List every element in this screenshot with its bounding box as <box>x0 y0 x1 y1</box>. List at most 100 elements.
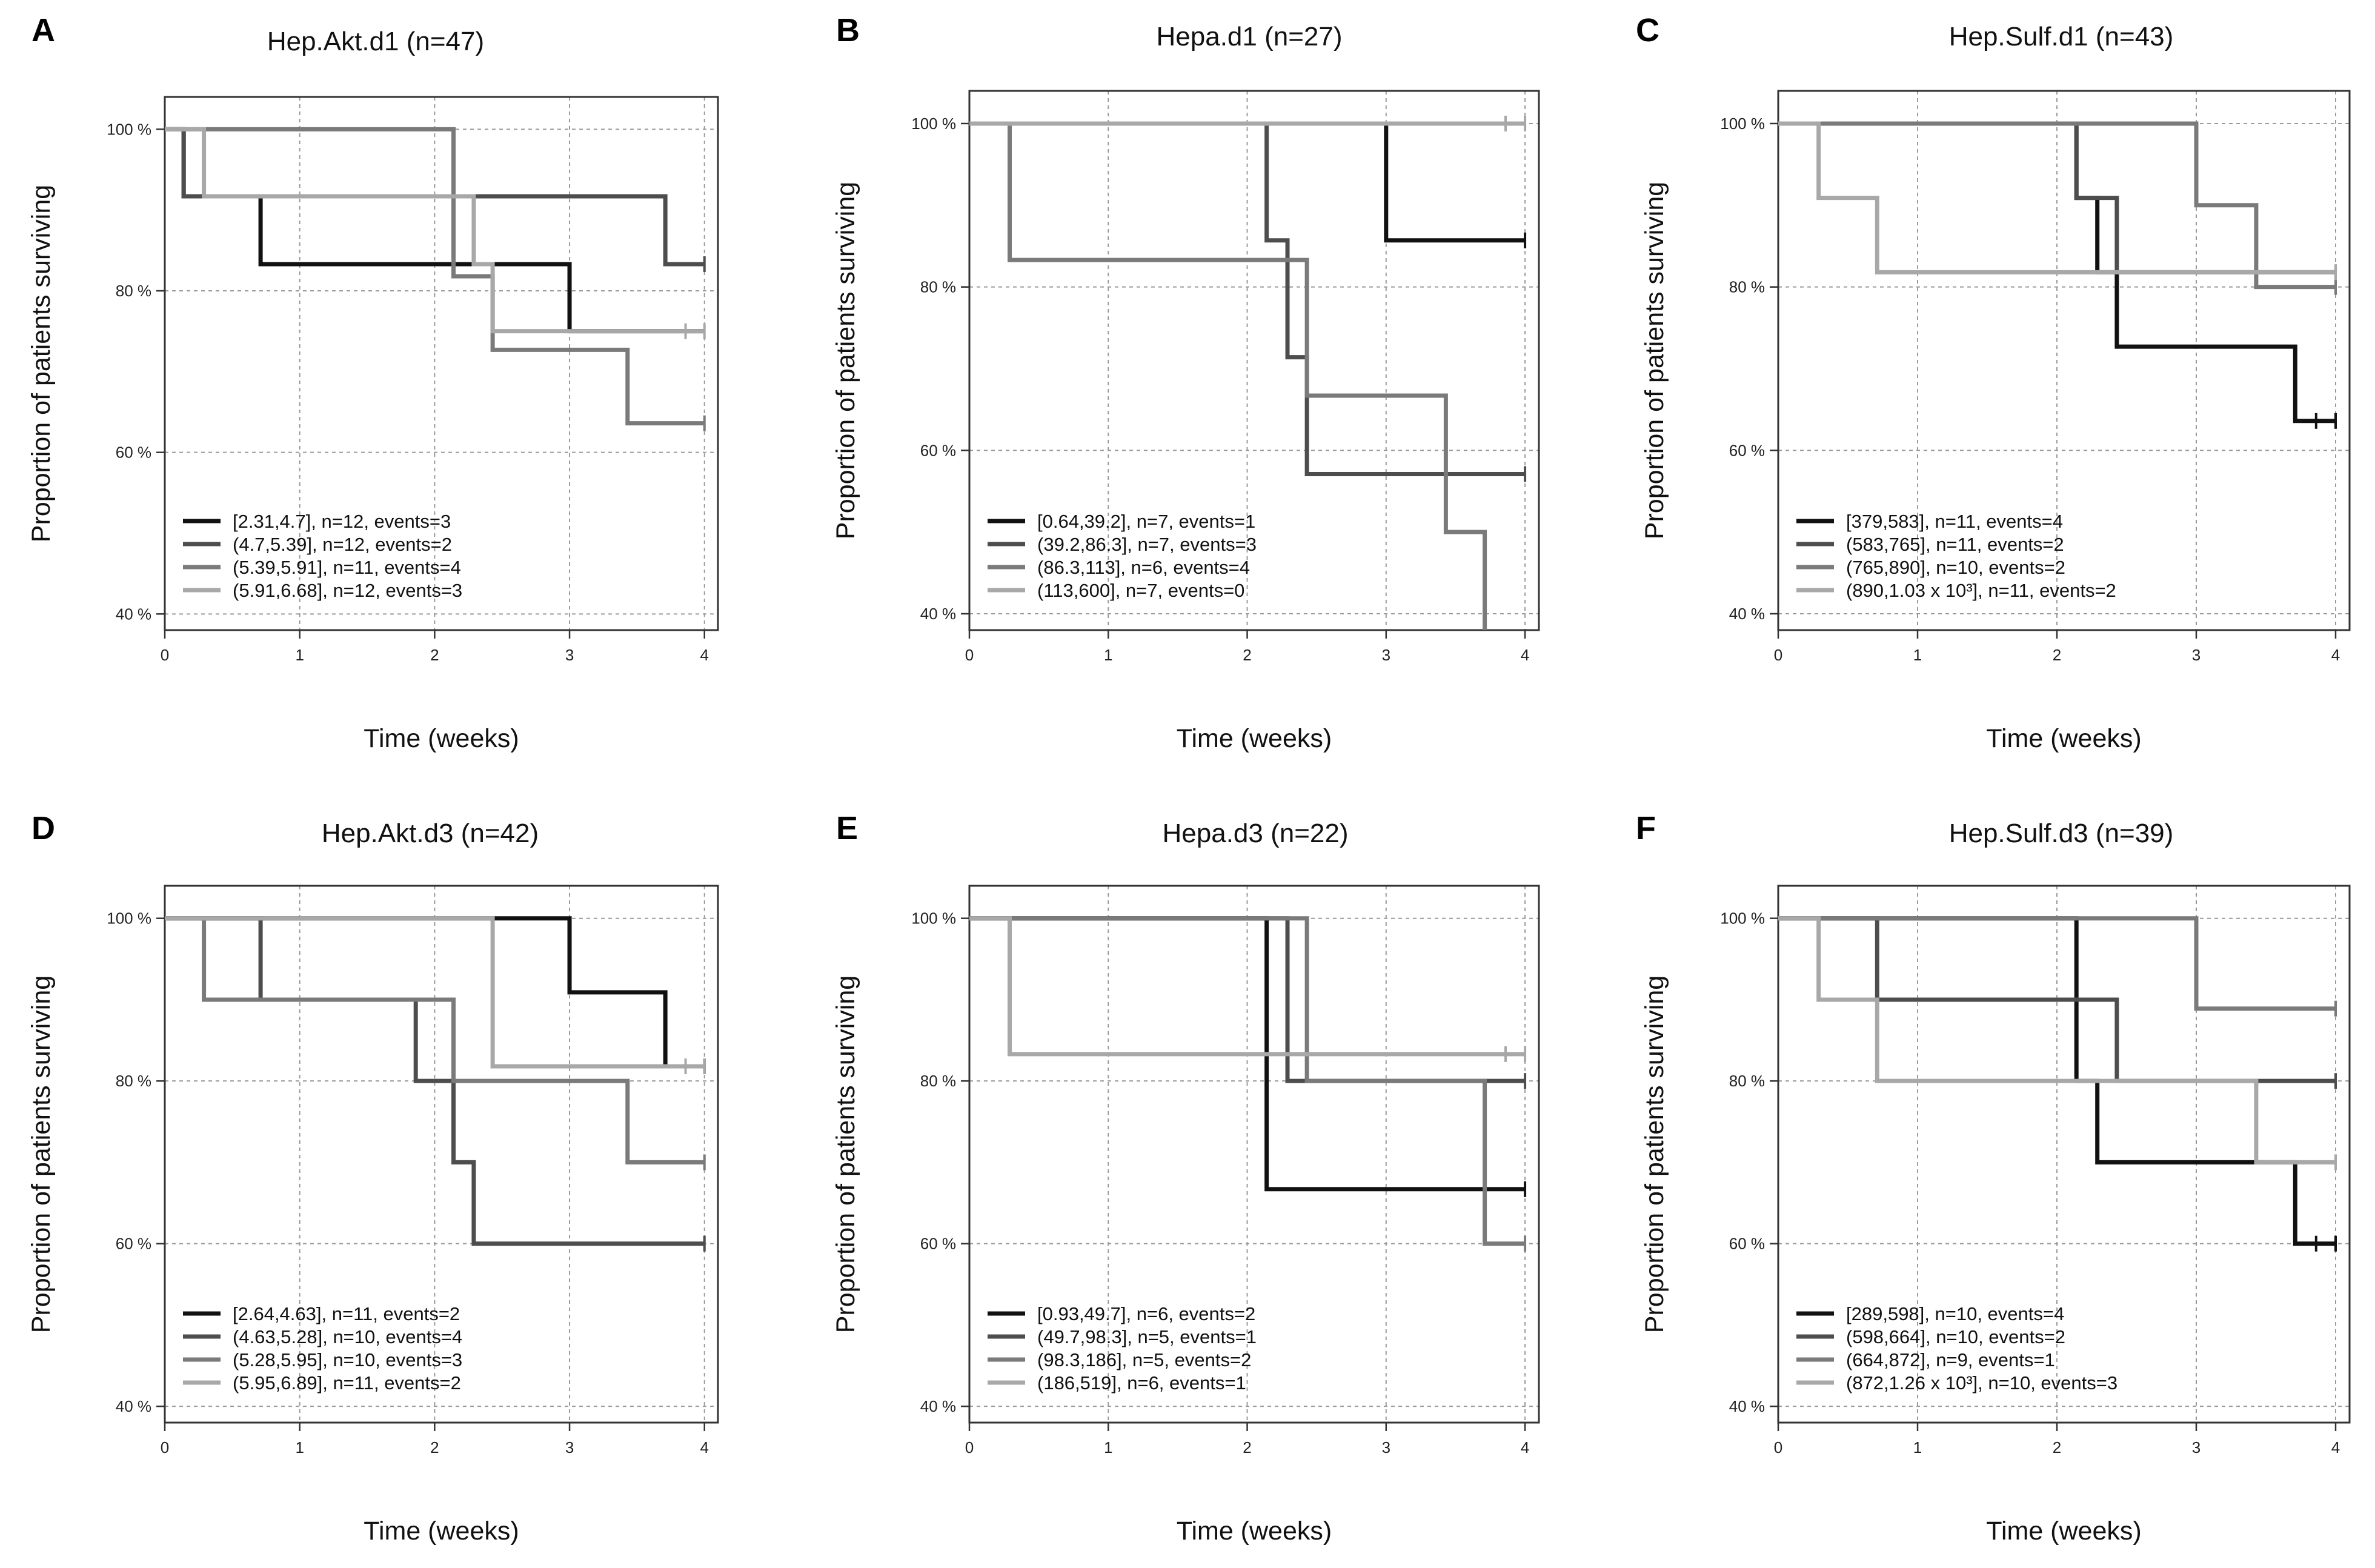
plot-frame <box>164 96 719 631</box>
x-tick-label: 0 <box>1774 646 1782 664</box>
legend-entry: (4.63,5.28], n=10, events=4 <box>233 1326 462 1347</box>
panel-letter: C <box>1636 12 1659 48</box>
km-panel-c: C Hep.Sulf.d1 (n=43) 0 1 2 3 4 40 % 60 % 80 % 100 … <box>1636 12 2351 753</box>
y-axis-label: Proportion of patients surviving <box>1640 182 1669 539</box>
plot-frame <box>164 885 719 1424</box>
y-tick-label: 60 % <box>116 1235 151 1253</box>
y-axis-label: Proportion of patients surviving <box>27 975 56 1333</box>
plot-frame <box>968 90 1540 631</box>
legend-entry: [2.31,4.7], n=12, events=3 <box>233 511 451 532</box>
y-axis-label: Proportion of patients surviving <box>27 185 56 542</box>
legend-entry: (98.3,186], n=5, events=2 <box>1037 1349 1251 1370</box>
x-tick-label: 4 <box>700 646 708 664</box>
legend-entry: (4.7,5.39], n=12, events=2 <box>233 534 452 555</box>
x-tick-label: 3 <box>565 1438 574 1457</box>
km-curve-series-2 <box>969 121 1526 476</box>
x-tick-label: 2 <box>2053 1438 2061 1457</box>
x-tick-label: 2 <box>430 646 439 664</box>
chart-title: Hep.Akt.d3 (n=42) <box>322 819 539 848</box>
x-tick-label: 4 <box>2331 1438 2340 1457</box>
y-tick-label: 80 % <box>116 282 151 300</box>
y-tick-label: 100 % <box>911 909 956 928</box>
x-tick-label: 2 <box>1243 1438 1251 1457</box>
chart-title: Hep.Sulf.d1 (n=43) <box>1949 22 2174 51</box>
x-tick-label: 1 <box>1913 1438 1922 1457</box>
chart-title: Hep.Sulf.d3 (n=39) <box>1949 819 2174 848</box>
km-curve-series-1 <box>165 916 705 1069</box>
x-tick-label: 3 <box>1382 646 1390 664</box>
km-curve-series-4 <box>1778 121 2336 274</box>
x-tick-label: 4 <box>700 1438 708 1457</box>
y-tick-label: 40 % <box>116 1397 151 1415</box>
x-tick-label: 2 <box>2053 646 2061 664</box>
y-tick-label: 60 % <box>1729 441 1765 459</box>
legend-entry: (765,890], n=10, events=2 <box>1846 557 2065 578</box>
y-tick-label: 60 % <box>920 441 956 459</box>
legend-entry: [379,583], n=11, events=4 <box>1846 511 2063 532</box>
chart-title: Hep.Akt.d1 (n=47) <box>267 27 484 56</box>
y-tick-label: 80 % <box>1729 1072 1765 1090</box>
x-tick-label: 4 <box>1521 1438 1529 1457</box>
x-tick-label: 2 <box>430 1438 439 1457</box>
legend-entry: (872,1.26 x 10³], n=10, events=3 <box>1846 1372 2118 1394</box>
y-tick-label: 40 % <box>1729 605 1765 623</box>
y-tick-label: 40 % <box>116 605 151 623</box>
legend-entry: [2.64,4.63], n=11, events=2 <box>233 1303 460 1324</box>
legend-entry: (5.28,5.95], n=10, events=3 <box>233 1349 462 1370</box>
y-tick-label: 80 % <box>116 1072 151 1090</box>
x-tick-label: 0 <box>161 1438 169 1457</box>
km-curve-series-4 <box>969 916 1526 1057</box>
x-tick-label: 3 <box>2192 1438 2201 1457</box>
km-curve-series-3 <box>1778 121 2336 290</box>
chart-title: Hepa.d1 (n=27) <box>1157 22 1343 51</box>
km-curve-series-1 <box>1778 916 2336 1246</box>
y-tick-label: 100 % <box>107 909 151 928</box>
x-axis-label: Time (weeks) <box>1986 1517 2141 1546</box>
panel-letter: B <box>836 12 860 48</box>
km-curve-series-3 <box>165 916 705 1164</box>
km-curve-series-4 <box>1778 916 2336 1164</box>
y-tick-label: 60 % <box>920 1235 956 1253</box>
x-tick-label: 1 <box>295 1438 304 1457</box>
panel-letter: D <box>32 810 55 846</box>
legend-entry: [289,598], n=10, events=4 <box>1846 1303 2064 1324</box>
km-curve-series-3 <box>969 121 1487 630</box>
panel-letter: F <box>1636 810 1656 846</box>
x-tick-label: 3 <box>2192 646 2201 664</box>
km-panel-b: B Hepa.d1 (n=27) 0 1 2 3 4 40 % 60 % 80 % 100 % Tim… <box>831 12 1540 753</box>
x-axis-label: Time (weeks) <box>1177 724 1332 753</box>
km-panel-e: E Hepa.d3 (n=22) 0 1 2 3 4 40 % 60 % 80 % 100 % Tim… <box>831 810 1540 1546</box>
x-axis-label: Time (weeks) <box>364 1517 519 1546</box>
km-curve-series-3 <box>969 916 1526 1246</box>
km-curve-series-3 <box>1778 916 2336 1011</box>
legend-entry: (598,664], n=10, events=2 <box>1846 1326 2065 1347</box>
x-tick-label: 1 <box>1104 646 1112 664</box>
x-axis-label: Time (weeks) <box>364 724 519 753</box>
x-tick-label: 3 <box>565 646 574 664</box>
km-curve-series-4 <box>165 127 705 334</box>
panel-letter: E <box>836 810 858 846</box>
y-tick-label: 80 % <box>920 1072 956 1090</box>
legend-entry: (49.7,98.3], n=5, events=1 <box>1037 1326 1257 1347</box>
x-tick-label: 0 <box>161 646 169 664</box>
x-tick-label: 0 <box>1774 1438 1782 1457</box>
plot-frame <box>1777 885 2351 1424</box>
y-tick-label: 60 % <box>1729 1235 1765 1253</box>
y-tick-label: 80 % <box>920 278 956 296</box>
y-axis-label: Proportion of patients surviving <box>831 975 860 1333</box>
km-panel-f: F Hep.Sulf.d3 (n=39) 0 1 2 3 4 40 % 60 % 80 % 100 … <box>1636 810 2351 1546</box>
legend-entry: (5.91,6.68], n=12, events=3 <box>233 580 462 601</box>
plot-frame <box>1777 90 2351 631</box>
x-tick-label: 1 <box>1104 1438 1112 1457</box>
x-tick-label: 3 <box>1382 1438 1390 1457</box>
legend-entry: (664,872], n=9, events=1 <box>1846 1349 2055 1370</box>
y-tick-label: 40 % <box>920 605 956 623</box>
x-tick-label: 0 <box>965 1438 974 1457</box>
plot-frame <box>968 885 1540 1424</box>
legend-entry: (86.3,113], n=6, events=4 <box>1037 557 1250 578</box>
legend-entry: [0.64,39.2], n=7, events=1 <box>1037 511 1255 532</box>
x-tick-label: 4 <box>2331 646 2340 664</box>
km-panel-a: A Hep.Akt.d1 (n=47) 0 1 2 3 4 40 % 60 % 80 % 100 %… <box>27 12 719 753</box>
panel-letter: A <box>32 12 55 48</box>
